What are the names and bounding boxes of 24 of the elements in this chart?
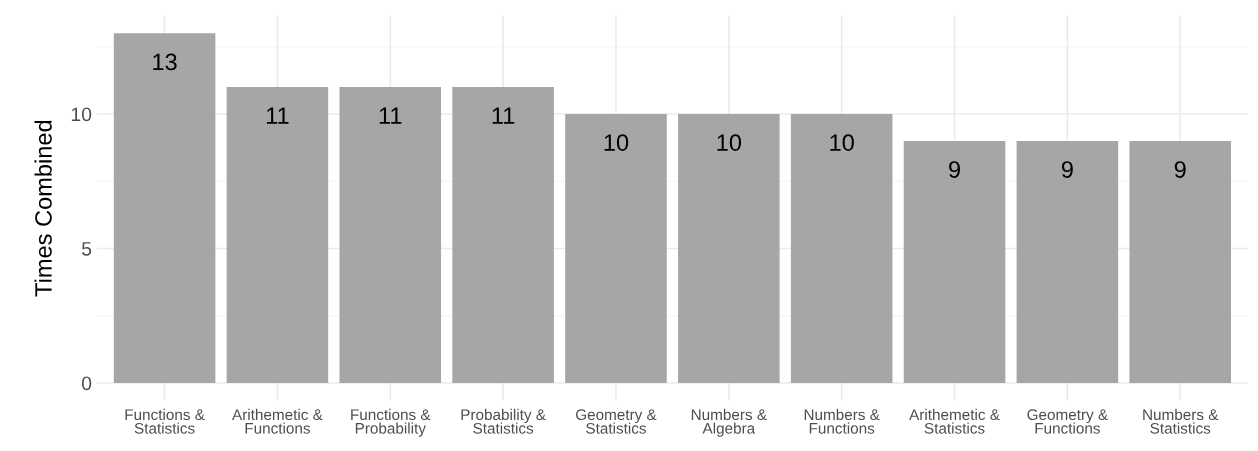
data-label: 9 bbox=[1174, 161, 1186, 178]
x-tick-label: Numbers & Functions bbox=[804, 408, 880, 434]
data-label: 10 bbox=[830, 134, 854, 151]
data-label: 10 bbox=[604, 134, 629, 151]
y-tick-label: 10 bbox=[71, 107, 92, 122]
x-tick-label: Arithemetic & Functions bbox=[232, 408, 323, 434]
x-tick-label: Functions & Probability bbox=[351, 408, 431, 437]
x-tick-label: Geometry & Functions bbox=[1027, 409, 1108, 434]
data-label: 11 bbox=[379, 107, 402, 124]
data-label: 9 bbox=[949, 161, 960, 178]
data-label: 9 bbox=[1061, 161, 1073, 178]
x-tick-label: Functions & Statistics bbox=[125, 408, 205, 434]
data-label: 13 bbox=[153, 53, 177, 71]
y-tick-label: 5 bbox=[81, 242, 92, 256]
x-tick-label: Arithemetic & Statistics bbox=[909, 408, 1000, 434]
x-tick-label: Probability & Statistics bbox=[461, 408, 546, 434]
y-tick-label: 0 bbox=[81, 376, 92, 391]
data-label: 11 bbox=[266, 107, 289, 124]
data-label: 11 bbox=[492, 107, 515, 124]
x-tick-label: Numbers & Algebra bbox=[691, 408, 767, 437]
x-tick-label: Geometry & Statistics bbox=[575, 409, 657, 434]
data-label: 10 bbox=[717, 134, 742, 151]
y-axis-title: Times Combined bbox=[34, 120, 52, 297]
x-tick-label: Numbers & Statistics bbox=[1143, 408, 1219, 434]
